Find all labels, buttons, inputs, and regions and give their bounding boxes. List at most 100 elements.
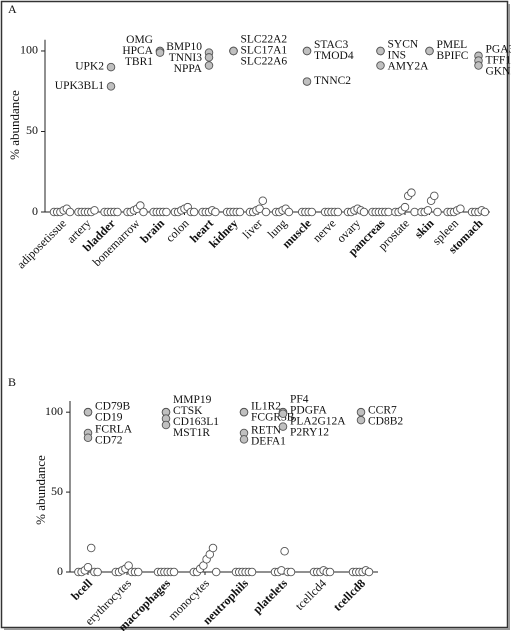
- y-tick-label: 100: [45, 404, 63, 418]
- sample-point: [83, 562, 93, 572]
- gene-label: CD19: [95, 411, 123, 423]
- sample-point: [261, 207, 271, 217]
- gene-point: [356, 415, 366, 425]
- sample-point: [430, 191, 439, 201]
- gene-label: CD8B2: [368, 415, 403, 427]
- gene-label: PDGFA: [290, 404, 328, 416]
- gene-point: [155, 48, 165, 57]
- gene-label: STAC3: [314, 39, 348, 51]
- gene-point: [239, 407, 249, 417]
- sample-point: [247, 567, 257, 577]
- gene-label: SLC17A1: [241, 45, 288, 57]
- gene-label: PLA2G12A: [290, 415, 346, 427]
- sample-point: [93, 567, 102, 577]
- gene-point: [376, 46, 385, 56]
- sample-point: [364, 567, 374, 577]
- gene-point: [376, 61, 385, 70]
- sample-point: [86, 543, 96, 553]
- y-tick-label: 50: [26, 123, 38, 137]
- gene-point: [474, 61, 483, 70]
- gene-label: TFF1: [486, 54, 511, 66]
- panel-letter: B: [8, 375, 16, 389]
- gene-label: BMP10: [166, 41, 202, 53]
- gene-label: PGA3: [486, 43, 511, 55]
- gene-label: FCRLA: [95, 424, 133, 436]
- sample-point: [211, 567, 221, 577]
- gene-label: SLC22A2: [241, 34, 288, 46]
- sample-point: [359, 207, 369, 217]
- gene-point: [83, 433, 93, 443]
- gene-point: [204, 53, 214, 62]
- gene-label: GKN2: [486, 65, 511, 77]
- y-axis-label: % abundance: [7, 90, 22, 160]
- gene-label: SLC22A6: [241, 56, 288, 68]
- y-tick-label: 0: [57, 564, 63, 578]
- gene-point: [425, 46, 434, 56]
- gene-point: [106, 62, 116, 72]
- gene-label: UPK2: [75, 61, 104, 73]
- shadow: [508, 4, 510, 630]
- sample-point: [433, 207, 442, 217]
- sample-point: [400, 202, 410, 212]
- gene-point: [302, 46, 312, 56]
- sample-point: [333, 207, 343, 217]
- gene-label: TMOD4: [314, 50, 354, 62]
- sample-point: [169, 567, 179, 577]
- gene-label: DEFA1: [251, 435, 286, 447]
- gene-label: INS: [388, 49, 407, 61]
- sample-point: [208, 543, 218, 553]
- sample-point: [258, 196, 268, 205]
- sample-point: [189, 207, 199, 217]
- gene-label: OMG: [126, 34, 153, 46]
- gene-point: [161, 420, 171, 430]
- gene-label: P2RY12: [290, 426, 329, 438]
- gene-label: MMP19: [173, 394, 212, 406]
- gene-label: TBR1: [125, 56, 153, 68]
- sample-point: [280, 546, 289, 556]
- gene-label: CTSK: [173, 405, 203, 417]
- gene-label: PMEL: [437, 39, 468, 51]
- gene-label: UPK3BL1: [55, 80, 104, 92]
- gene-label: CD79B: [95, 400, 130, 412]
- panel-letter: A: [8, 2, 17, 16]
- sample-point: [235, 207, 245, 217]
- gene-label: BPIFC: [437, 50, 469, 62]
- sample-point: [456, 204, 465, 214]
- gene-point: [278, 422, 288, 431]
- sample-point: [284, 207, 294, 217]
- sample-point: [407, 188, 416, 197]
- gene-label: CCR7: [368, 404, 397, 416]
- sample-point: [480, 207, 490, 217]
- sample-point: [211, 207, 220, 217]
- gene-label: HPCA: [122, 45, 153, 57]
- sample-point: [139, 207, 148, 217]
- shadow: [4, 628, 510, 630]
- sample-point: [65, 207, 75, 217]
- sample-point: [133, 567, 143, 577]
- sample-point: [423, 206, 433, 215]
- y-tick-label: 100: [20, 43, 38, 57]
- gene-label: FCGR3B: [251, 411, 295, 423]
- sample-point: [325, 567, 335, 577]
- y-tick-label: 0: [32, 204, 38, 218]
- gene-label: TNNI3: [169, 52, 202, 64]
- gene-label: CD72: [95, 435, 123, 447]
- gene-label: PF4: [290, 393, 309, 405]
- gene-point: [278, 409, 288, 419]
- gene-label: NPPA: [174, 63, 203, 75]
- gene-point: [83, 407, 93, 417]
- y-tick-label: 50: [51, 484, 63, 498]
- gene-point: [106, 82, 116, 91]
- gene-point: [229, 46, 238, 56]
- sample-point: [286, 567, 296, 577]
- gene-label: AMY2A: [388, 60, 430, 72]
- gene-point: [239, 435, 249, 444]
- gene-point: [356, 407, 366, 417]
- gene-label: RETN: [251, 424, 282, 436]
- sample-point: [307, 207, 317, 217]
- gene-point: [302, 77, 312, 86]
- gene-label: TNNC2: [314, 75, 351, 87]
- gene-label: MST1R: [173, 427, 210, 439]
